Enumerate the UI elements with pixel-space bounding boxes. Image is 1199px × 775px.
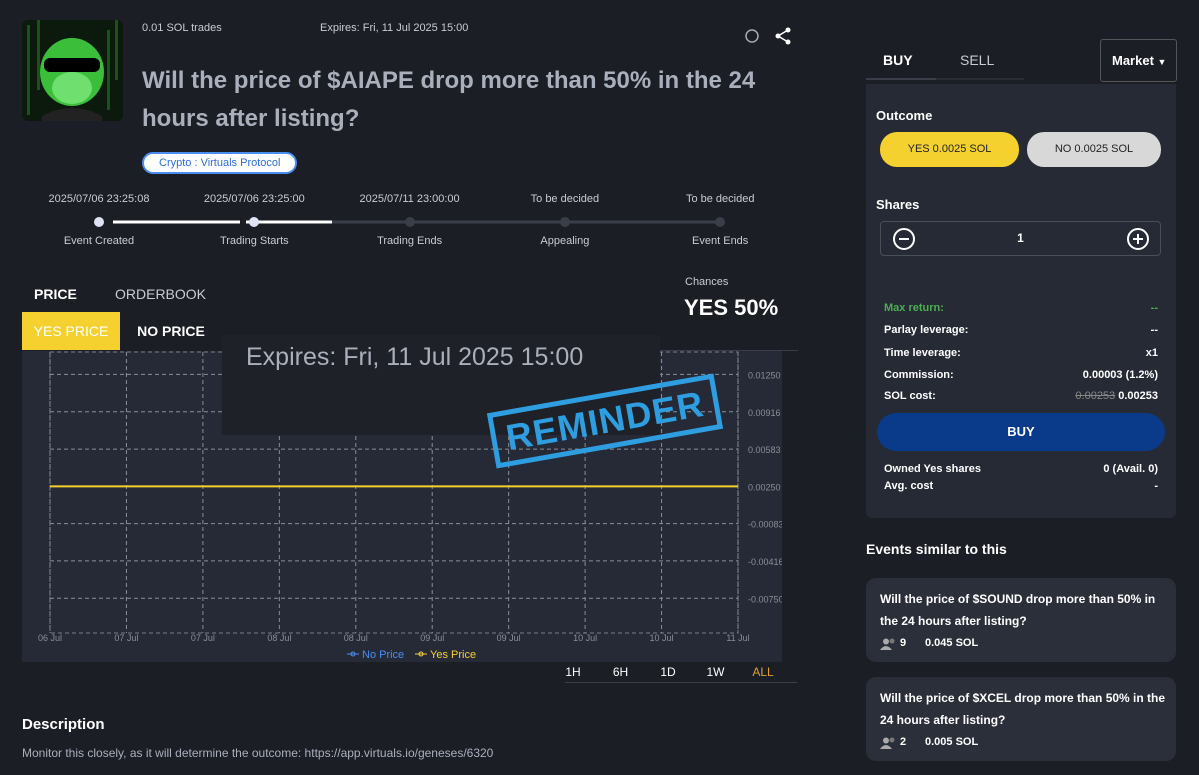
timeline-date: 2025/07/06 23:25:08	[48, 193, 150, 205]
yes-button[interactable]: YES 0.0025 SOL	[880, 132, 1019, 167]
price-tab[interactable]: NO PRICE	[120, 312, 222, 350]
shares-input[interactable]: 1	[880, 221, 1161, 256]
timeline-label: Trading Starts	[219, 235, 289, 247]
range[interactable]: 6H	[612, 665, 629, 679]
description: Monitor this closely, as it will determi…	[22, 746, 494, 760]
order-type-label: Market	[1112, 53, 1154, 68]
label: Owned Yes shares	[884, 463, 982, 475]
label: Max return:	[884, 302, 944, 314]
timeline-date: 2025/07/11 23:00:00	[359, 193, 460, 205]
overlay-expires: Expires: Fri, 11 Jul 2025 15:00	[222, 335, 660, 435]
avatar	[22, 20, 123, 121]
legend-mark	[418, 651, 424, 657]
timeline-label: Event Ends	[692, 235, 749, 247]
value: --	[1150, 302, 1158, 314]
y-tick-label: 0.00250	[748, 482, 781, 492]
timeline-date: To be decided	[530, 193, 600, 205]
owned-row: Owned Yes shares 0 (Avail. 0)	[884, 463, 1158, 475]
sell-tab[interactable]: SELL	[960, 52, 995, 68]
x-tick-label: 10 Jul	[650, 633, 674, 643]
event-title: Will the price of $SOUND drop more than …	[880, 592, 1156, 628]
range[interactable]: 1H	[565, 665, 581, 679]
event-amount: 0.005 SOL	[925, 736, 979, 748]
trades: 0.01 SOL trades	[142, 22, 222, 34]
people-icon	[880, 737, 895, 749]
tab[interactable]: ORDERBOOK	[115, 286, 207, 302]
chances: YES 50%	[684, 295, 779, 320]
label: Avg. cost	[884, 480, 934, 492]
label: Commission:	[884, 368, 954, 381]
timeline-label: Event Created	[63, 235, 135, 247]
cost-label: SOL cost:	[884, 390, 936, 402]
owned-row: Avg. cost -	[884, 480, 1158, 492]
x-tick-label: 08 Jul	[344, 633, 368, 643]
cost: 0.00253	[1118, 390, 1158, 402]
info-row: Time leverage: x1	[884, 347, 1158, 359]
cost-old: 0.00253	[1075, 390, 1116, 402]
legend-label: No Price	[362, 649, 404, 661]
icon	[745, 29, 759, 43]
range[interactable]: 1W	[706, 665, 725, 679]
x-tick-label: 09 Jul	[420, 633, 444, 643]
description-title: Description	[22, 716, 105, 733]
event-card[interactable]: Will the price of $XCEL drop more than 5…	[866, 677, 1176, 761]
event-count: 9	[900, 637, 907, 649]
cost-row: SOL cost: 0.00253 0.00253	[884, 390, 1158, 402]
y-tick-label: 0.00916	[748, 408, 781, 418]
minus[interactable]	[892, 227, 916, 251]
chances-label: Chances	[685, 276, 729, 288]
people-icon	[880, 638, 895, 650]
title: Will the price of $AIAPE drop more than …	[142, 67, 756, 132]
value: x1	[1145, 346, 1158, 359]
y-tick-label: -0.00083	[748, 520, 782, 530]
buy-tab[interactable]: BUY	[883, 52, 913, 68]
timeline-date: To be decided	[685, 193, 755, 205]
event-count: 2	[900, 736, 907, 748]
similar-title: Events similar to this	[866, 541, 1007, 557]
label: Time leverage:	[884, 346, 961, 359]
y-tick-label: -0.00416	[748, 557, 782, 567]
plus[interactable]	[1126, 227, 1150, 251]
price-tab[interactable]: YES PRICE	[22, 312, 120, 350]
info-row: Commission: 0.00003 (1.2%)	[884, 369, 1158, 381]
tag[interactable]: Crypto : Virtuals Protocol	[142, 152, 298, 174]
event-amount: 0.045 SOL	[925, 637, 979, 649]
label: Parlay leverage:	[884, 324, 969, 337]
value: 0.00003 (1.2%)	[1082, 368, 1158, 381]
info-row: Max return: --	[884, 302, 1158, 314]
order-type[interactable]: Market ▼	[1100, 39, 1177, 82]
range[interactable]: 1D	[660, 665, 676, 679]
value: 0 (Avail. 0)	[1103, 463, 1158, 475]
shares-label: Shares	[876, 197, 920, 212]
timeline-date: 2025/07/06 23:25:00	[203, 193, 305, 205]
x-tick-label: 08 Jul	[267, 633, 291, 643]
timeline	[94, 217, 725, 227]
range[interactable]: ALL	[752, 665, 774, 679]
timeline-label: Trading Ends	[377, 235, 443, 247]
x-tick-label: 07 Jul	[191, 633, 215, 643]
event-title: Will the price of $XCEL drop more than 5…	[880, 691, 1166, 727]
buy-button[interactable]: BUY	[877, 413, 1165, 451]
expires: Expires: Fri, 11 Jul 2025 15:00	[320, 22, 469, 34]
value: -	[1154, 480, 1158, 492]
event-card[interactable]: Will the price of $SOUND drop more than …	[866, 578, 1176, 662]
legend-mark	[350, 651, 356, 657]
timeline-label: Appealing	[540, 235, 590, 247]
y-tick-label: 0.01250	[748, 370, 781, 380]
legend-label: Yes Price	[430, 649, 476, 661]
info-row: Parlay leverage: --	[884, 324, 1158, 336]
y-tick-label: -0.00750	[748, 594, 782, 604]
no-button[interactable]: NO 0.0025 SOL	[1027, 132, 1161, 167]
outcome-label: Outcome	[876, 108, 933, 123]
x-tick-label: 06 Jul	[38, 633, 62, 643]
x-tick-label: 07 Jul	[114, 633, 138, 643]
x-tick-label: 11 Jul	[726, 633, 749, 643]
value: --	[1150, 324, 1158, 337]
share-icon[interactable]	[774, 27, 792, 45]
tab[interactable]: PRICE	[34, 286, 77, 302]
y-tick-label: 0.00583	[748, 445, 781, 455]
x-tick-label: 10 Jul	[573, 633, 597, 643]
x-tick-label: 09 Jul	[497, 633, 521, 643]
